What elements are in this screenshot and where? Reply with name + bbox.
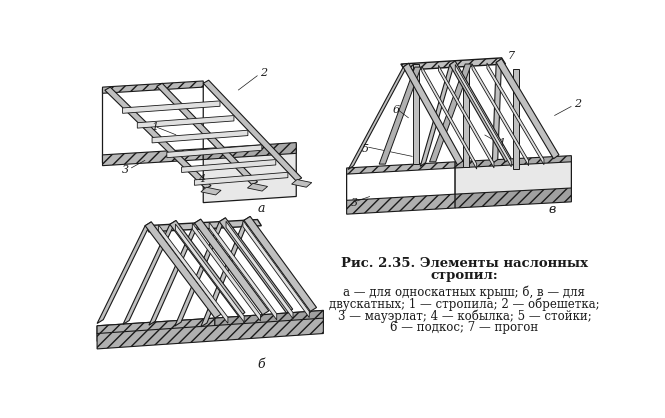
Text: б: б: [257, 358, 265, 371]
Polygon shape: [195, 219, 269, 315]
Polygon shape: [176, 224, 244, 322]
Polygon shape: [401, 58, 505, 70]
Polygon shape: [123, 221, 176, 324]
Polygon shape: [496, 59, 559, 159]
Polygon shape: [422, 66, 477, 169]
Polygon shape: [192, 223, 261, 321]
Polygon shape: [102, 149, 203, 166]
Text: 2: 2: [574, 99, 581, 109]
Polygon shape: [97, 222, 152, 324]
Polygon shape: [346, 194, 455, 214]
Polygon shape: [209, 222, 277, 320]
Polygon shape: [226, 221, 293, 319]
Polygon shape: [346, 162, 455, 174]
Polygon shape: [145, 219, 261, 232]
Polygon shape: [244, 217, 317, 311]
Polygon shape: [167, 145, 262, 158]
Text: 2: 2: [260, 68, 267, 78]
Text: в: в: [549, 203, 556, 216]
Polygon shape: [219, 218, 293, 313]
Polygon shape: [102, 144, 296, 163]
Polygon shape: [97, 318, 323, 349]
Polygon shape: [379, 67, 421, 164]
Polygon shape: [403, 63, 463, 165]
Polygon shape: [492, 59, 501, 163]
Text: Рис. 2.35. Элементы наслонных: Рис. 2.35. Элементы наслонных: [341, 257, 588, 270]
Polygon shape: [175, 218, 225, 326]
Polygon shape: [513, 69, 519, 169]
Polygon shape: [438, 65, 494, 168]
Text: 1: 1: [497, 138, 505, 148]
Polygon shape: [194, 172, 288, 185]
Text: 6: 6: [393, 105, 400, 115]
Polygon shape: [170, 221, 245, 316]
Text: 5: 5: [362, 144, 369, 154]
Polygon shape: [455, 157, 571, 200]
Polygon shape: [291, 179, 312, 187]
Polygon shape: [487, 63, 544, 165]
Text: а: а: [257, 201, 265, 214]
Text: 3: 3: [122, 165, 129, 174]
Text: 6 — подкос; 7 — прогон: 6 — подкос; 7 — прогон: [390, 321, 539, 334]
Text: двускатных; 1 — стропила; 2 — обрешетка;: двускатных; 1 — стропила; 2 — обрешетка;: [329, 298, 600, 311]
Polygon shape: [159, 225, 228, 324]
Text: 3: 3: [350, 198, 358, 208]
Text: стропил:: стропил:: [430, 268, 498, 281]
Polygon shape: [455, 155, 571, 168]
Polygon shape: [215, 311, 323, 334]
Polygon shape: [152, 130, 248, 143]
Polygon shape: [215, 311, 323, 334]
Polygon shape: [203, 143, 296, 160]
Polygon shape: [102, 82, 203, 156]
Polygon shape: [247, 184, 267, 191]
Polygon shape: [137, 115, 234, 128]
Polygon shape: [145, 222, 221, 318]
Polygon shape: [348, 63, 408, 170]
Polygon shape: [472, 64, 529, 166]
Polygon shape: [97, 318, 215, 334]
Polygon shape: [450, 61, 511, 162]
Polygon shape: [430, 64, 471, 162]
Polygon shape: [455, 188, 571, 208]
Text: 4: 4: [198, 174, 205, 184]
Polygon shape: [412, 64, 419, 164]
Polygon shape: [149, 219, 201, 325]
Polygon shape: [102, 81, 203, 93]
Polygon shape: [182, 160, 276, 173]
Polygon shape: [420, 61, 455, 166]
Polygon shape: [105, 87, 211, 189]
Polygon shape: [463, 66, 469, 167]
Polygon shape: [201, 217, 250, 327]
Polygon shape: [346, 163, 455, 206]
Polygon shape: [243, 220, 309, 318]
Polygon shape: [203, 80, 302, 181]
Polygon shape: [203, 144, 296, 203]
Text: а — для односкатных крыш; б, в — для: а — для односкатных крыш; б, в — для: [344, 286, 585, 299]
Polygon shape: [157, 83, 257, 185]
Polygon shape: [97, 318, 215, 341]
Text: 7: 7: [508, 51, 515, 61]
Polygon shape: [456, 64, 511, 167]
Polygon shape: [201, 187, 221, 195]
Text: 1: 1: [152, 122, 158, 132]
Text: 3 — мауэрлат; 4 — кобылка; 5 — стойки;: 3 — мауэрлат; 4 — кобылка; 5 — стойки;: [338, 309, 591, 323]
Polygon shape: [122, 101, 220, 113]
